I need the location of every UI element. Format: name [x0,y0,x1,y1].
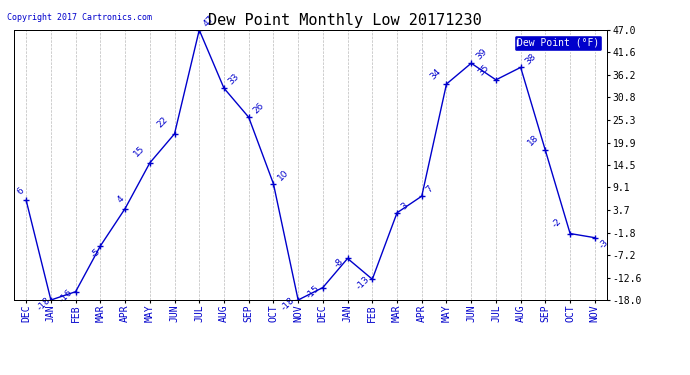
Text: 33: 33 [227,72,242,87]
Text: 6: 6 [15,186,26,196]
Text: 15: 15 [132,144,146,159]
Text: 10: 10 [276,168,290,182]
Text: 47: 47 [202,14,217,28]
Text: 39: 39 [474,47,489,62]
Text: -3: -3 [598,237,611,250]
Text: Copyright 2017 Cartronics.com: Copyright 2017 Cartronics.com [7,13,152,22]
Text: 3: 3 [400,201,411,211]
Text: -13: -13 [354,275,371,292]
Text: 18: 18 [526,133,540,148]
Text: 35: 35 [477,63,491,77]
Text: Dew Point Monthly Low 20171230: Dew Point Monthly Low 20171230 [208,13,482,28]
Text: 4: 4 [115,194,126,204]
Text: 26: 26 [251,101,266,116]
Legend: Dew Point (°F): Dew Point (°F) [514,35,602,51]
Text: -18: -18 [36,296,52,312]
Text: 34: 34 [428,67,443,81]
Text: -16: -16 [57,287,75,304]
Text: -2: -2 [551,217,563,229]
Text: -8: -8 [333,257,345,270]
Text: -15: -15 [305,283,322,300]
Text: -5: -5 [89,247,102,260]
Text: 22: 22 [155,116,169,130]
Text: -18: -18 [280,296,297,312]
Text: 38: 38 [524,51,538,66]
Text: 7: 7 [424,184,435,195]
